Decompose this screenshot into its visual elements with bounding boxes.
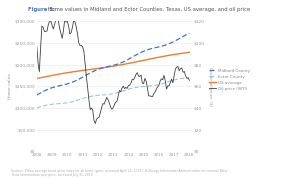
Text: Home values in Midland and Ector Counties, Texas, US average, and oil price: Home values in Midland and Ector Countie… — [46, 7, 250, 12]
Legend: Midland County, Ector County, US average, Oil price (WTI): Midland County, Ector County, US average… — [207, 67, 252, 93]
Text: Sources: Zillow average home price index for all home types, accessed April 25, : Sources: Zillow average home price index… — [11, 169, 228, 177]
Y-axis label: Home value: Home value — [8, 73, 12, 99]
Y-axis label: Crude oil price ($): Crude oil price ($) — [208, 67, 212, 106]
Text: Figure 3:: Figure 3: — [28, 7, 55, 12]
